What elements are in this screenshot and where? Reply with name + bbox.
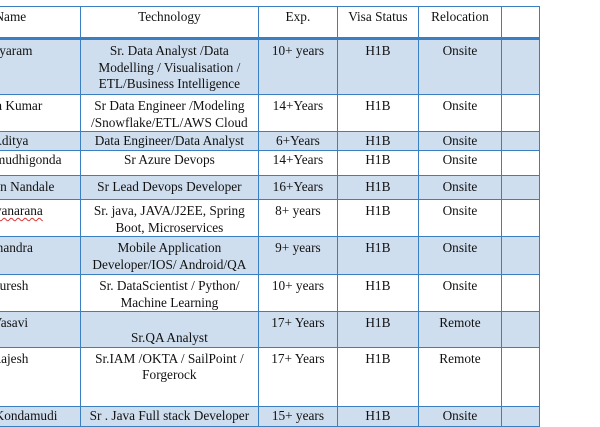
cell-relocation: Onsite	[418, 38, 502, 95]
table-row: Vasavi Sr.QA Analyst 17+ Years H1B Remot…	[0, 311, 541, 348]
table-row: Rajesh Sr.IAM /OKTA / SailPoint / Forger…	[0, 346, 541, 407]
table-row: Aditya Data Engineer/Data Analyst 6+Year…	[0, 131, 541, 151]
cell-visa: H1B	[336, 199, 420, 237]
cell-extra	[500, 131, 541, 151]
header-relocation: Relocation	[418, 6, 502, 40]
cell-technology: Sr Data Engineer /Modeling /Snowflake/ET…	[79, 94, 260, 132]
table-row: Pavan mudhigonda Sr Azure Devops 14+Year…	[0, 150, 541, 176]
cell-technology: Sr. DataScientist / Python/ Machine Lear…	[79, 274, 260, 312]
cell-relocation: Remote	[418, 311, 502, 348]
cell-visa: H1B	[336, 346, 420, 407]
cell-exp: 14+Years	[258, 150, 338, 176]
cell-exp: 10+ years	[258, 274, 338, 312]
cell-extra	[500, 38, 541, 95]
cell-extra	[500, 199, 541, 237]
cell-name: Rajesh	[0, 346, 81, 407]
cell-name: Satyanarana	[0, 199, 81, 237]
cell-technology: Sr.QA Analyst	[79, 311, 260, 348]
cell-name: Aditya	[0, 131, 81, 151]
cell-visa: H1B	[336, 311, 420, 348]
cell-relocation: Onsite	[418, 274, 502, 312]
cell-exp: 9+ years	[258, 236, 338, 275]
cell-visa: H1B	[336, 236, 420, 275]
cell-extra	[500, 346, 541, 407]
cell-name: Pavan mudhigonda	[0, 150, 81, 176]
cell-exp: 17+ Years	[258, 346, 338, 407]
table-row: Chandra Mobile Application Developer/IOS…	[0, 236, 541, 275]
cell-visa: H1B	[336, 175, 420, 200]
cell-technology: Sr . Java Full stack Developer	[79, 405, 260, 427]
table-row: Jayaram Sr. Data Analyst /Data Modelling…	[0, 38, 541, 95]
cell-extra	[500, 311, 541, 348]
cell-visa: H1B	[336, 274, 420, 312]
cell-exp: 14+Years	[258, 94, 338, 132]
candidates-table: Name Technology Exp. Visa Status Relocat…	[0, 6, 541, 427]
cell-technology: Mobile Application Developer/IOS/ Androi…	[79, 236, 260, 275]
cell-relocation: Onsite	[418, 236, 502, 275]
cell-name-text: Satyanarana	[0, 203, 43, 218]
cell-relocation: Onsite	[418, 131, 502, 151]
cell-technology: Sr.IAM /OKTA / SailPoint / Forgerock	[79, 346, 260, 407]
table-row: Naveen Nandale Sr Lead Devops Developer …	[0, 175, 541, 200]
cell-visa: H1B	[336, 405, 420, 427]
cell-technology: Data Engineer/Data Analyst	[79, 131, 260, 151]
cell-technology: Sr. Data Analyst /Data Modelling / Visua…	[79, 38, 260, 95]
cell-name: Ravy Kondamudi	[0, 405, 81, 427]
cell-extra	[500, 94, 541, 132]
cell-relocation: Onsite	[418, 175, 502, 200]
cell-visa: H1B	[336, 94, 420, 132]
cell-exp: 6+Years	[258, 131, 338, 151]
cell-technology: Sr Azure Devops	[79, 150, 260, 176]
cell-relocation: Onsite	[418, 150, 502, 176]
header-name: Name	[0, 6, 81, 40]
header-technology: Technology	[79, 6, 260, 40]
cell-name: Chandra	[0, 236, 81, 275]
cell-name: Naveen Nandale	[0, 175, 81, 200]
header-extra	[500, 6, 541, 40]
cell-technology: Sr. java, JAVA/J2EE, Spring Boot, Micros…	[79, 199, 260, 237]
cell-relocation: Onsite	[418, 405, 502, 427]
cell-relocation: Remote	[418, 346, 502, 407]
cell-extra	[500, 274, 541, 312]
header-exp: Exp.	[258, 6, 338, 40]
cell-extra	[500, 236, 541, 275]
cell-visa: H1B	[336, 150, 420, 176]
header-visa-status: Visa Status	[336, 6, 420, 40]
cell-name: Suresh	[0, 274, 81, 312]
cell-relocation: Onsite	[418, 94, 502, 132]
cell-relocation: Onsite	[418, 199, 502, 237]
table-row: Siva Kumar Sr Data Engineer /Modeling /S…	[0, 94, 541, 132]
table-row: Satyanarana Sr. java, JAVA/J2EE, Spring …	[0, 199, 541, 237]
cell-extra	[500, 405, 541, 427]
cell-name: Jayaram	[0, 38, 81, 95]
cell-exp: 8+ years	[258, 199, 338, 237]
cell-extra	[500, 150, 541, 176]
cell-visa: H1B	[336, 131, 420, 151]
cell-exp: 17+ Years	[258, 311, 338, 348]
cell-technology: Sr Lead Devops Developer	[79, 175, 260, 200]
cell-exp: 16+Years	[258, 175, 338, 200]
cell-exp: 15+ years	[258, 405, 338, 427]
table-row: Suresh Sr. DataScientist / Python/ Machi…	[0, 274, 541, 312]
cell-extra	[500, 175, 541, 200]
cell-visa: H1B	[336, 38, 420, 95]
cell-exp: 10+ years	[258, 38, 338, 95]
cell-name: Vasavi	[0, 311, 81, 348]
table-row: Ravy Kondamudi Sr . Java Full stack Deve…	[0, 405, 541, 427]
header-row: Name Technology Exp. Visa Status Relocat…	[0, 6, 541, 40]
cell-name: Siva Kumar	[0, 94, 81, 132]
